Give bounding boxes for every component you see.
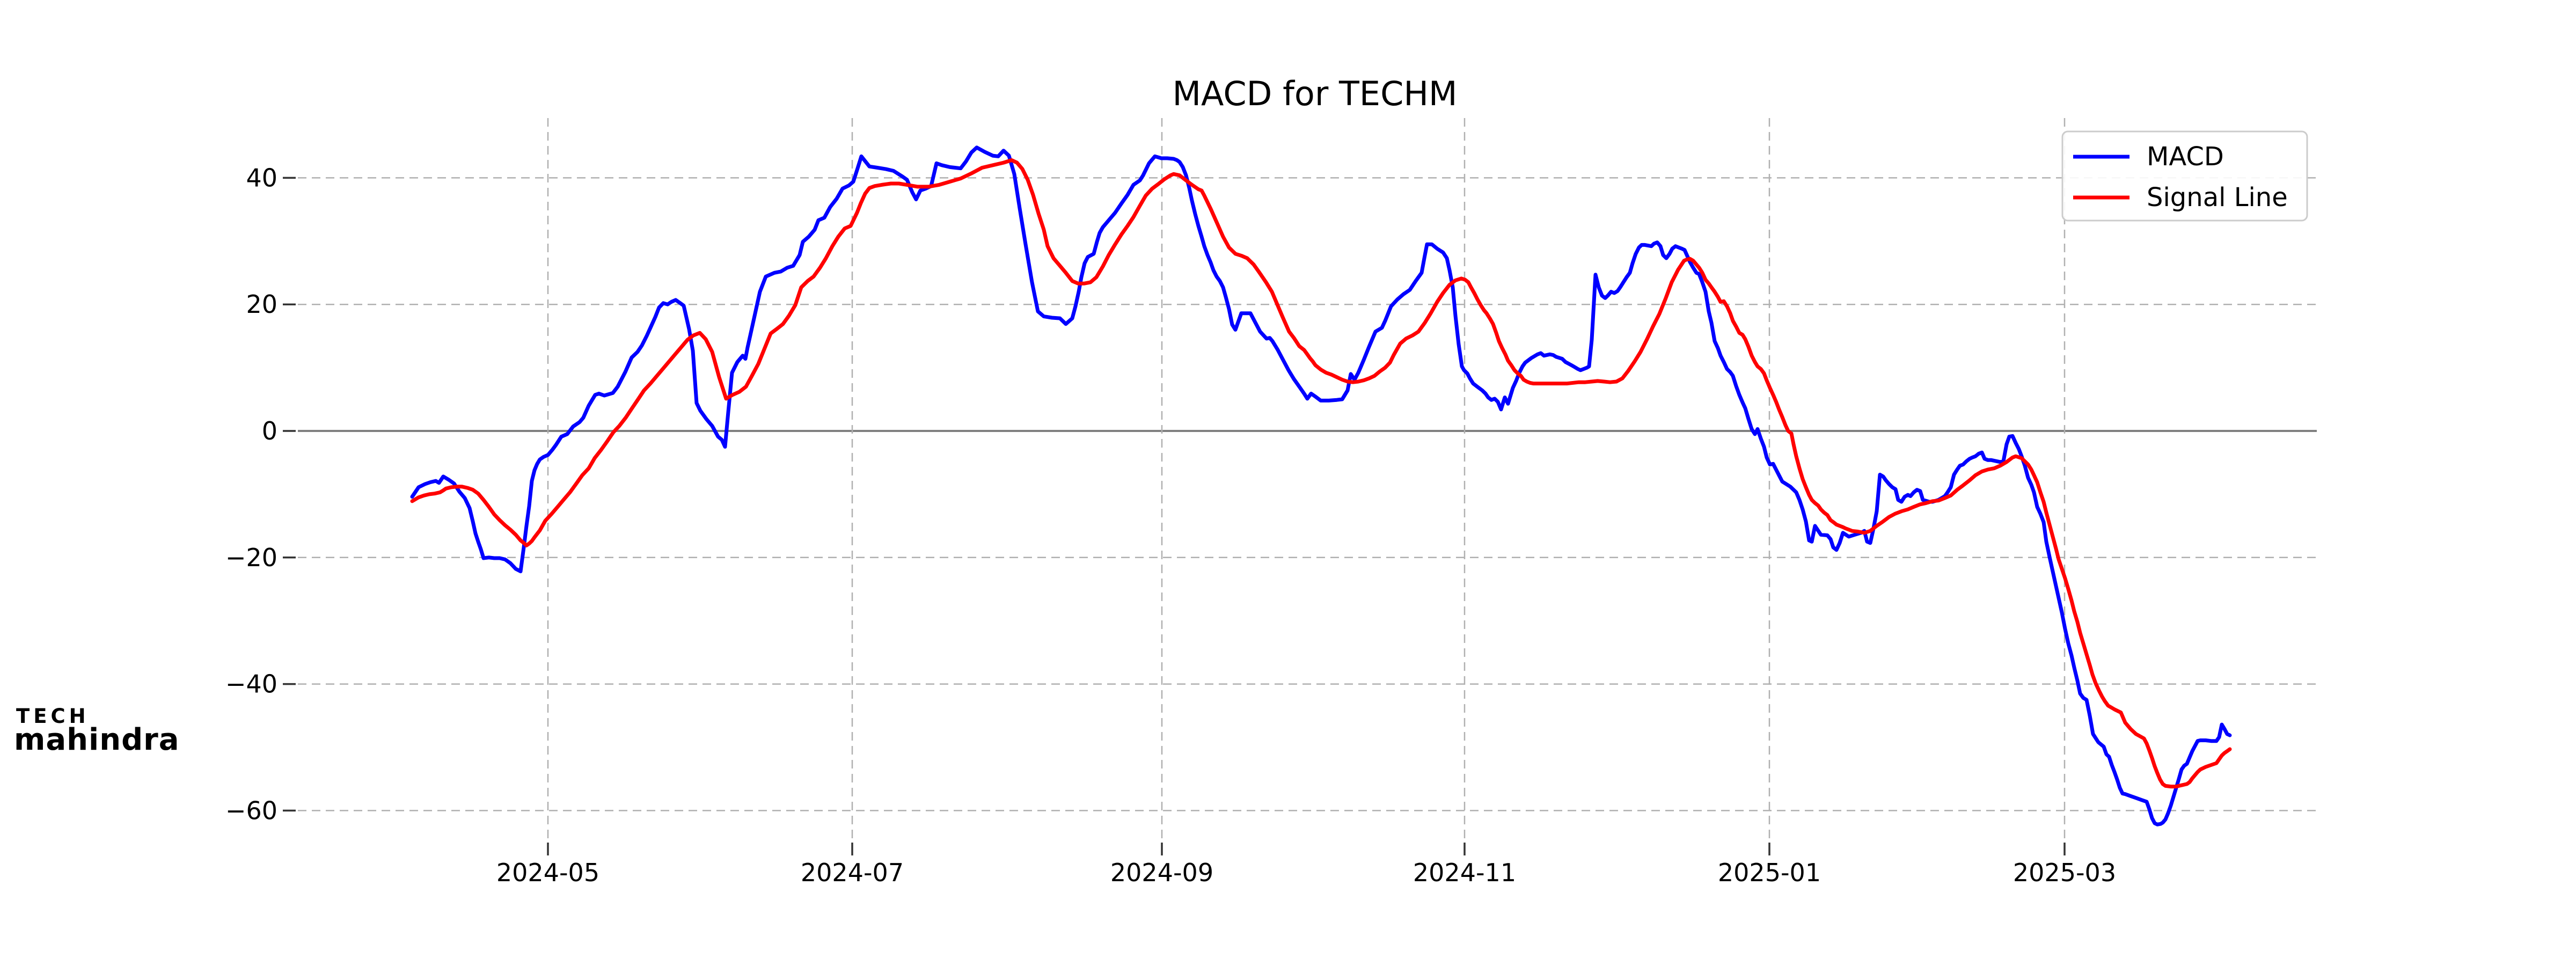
- chart-title: MACD for TECHM: [1173, 74, 1458, 113]
- plot-area: 40 20 0 −20 −40 −60 2024-05 2024-07 2024-09 2024-…: [225, 118, 2317, 887]
- x-tick-label: 2025-03: [2013, 858, 2116, 887]
- legend-label-signal: Signal Line: [2147, 182, 2288, 213]
- macd-line: [410, 145, 2232, 826]
- x-tick-label: 2024-11: [1413, 858, 1516, 887]
- x-tick-label: 2024-05: [496, 858, 599, 887]
- y-tick-label: 20: [246, 290, 277, 319]
- signal-line: [410, 158, 2232, 789]
- logo-text-tech: TECH: [16, 705, 90, 728]
- tech-mahindra-logo: TECH mahindra: [14, 705, 180, 757]
- y-tick-label: 0: [262, 416, 277, 445]
- legend-label-macd: MACD: [2147, 142, 2224, 172]
- y-tick-label: −60: [225, 796, 277, 825]
- legend: MACD Signal Line: [2061, 130, 2308, 222]
- y-tick-label: −20: [225, 543, 277, 572]
- x-tick-label: 2024-07: [801, 858, 904, 887]
- x-tick-label: 2024-09: [1110, 858, 1213, 887]
- x-tick-label: 2025-01: [1718, 858, 1821, 887]
- logo-text-mahindra: mahindra: [14, 722, 180, 757]
- y-tick-label: −40: [225, 670, 277, 699]
- y-tick-label: 40: [246, 163, 277, 192]
